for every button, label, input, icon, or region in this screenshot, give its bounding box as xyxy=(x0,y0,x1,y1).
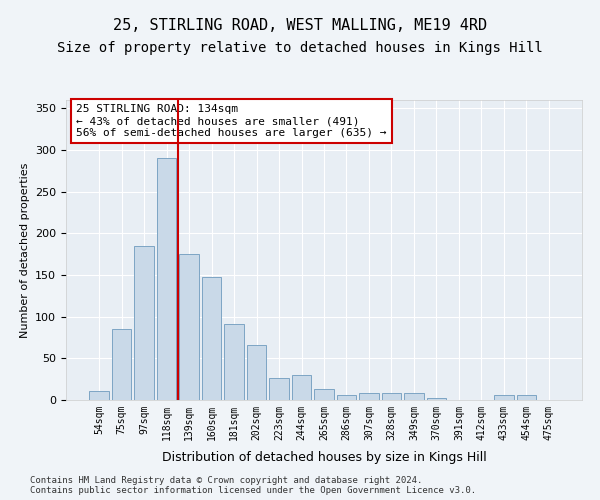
Bar xyxy=(89,391,109,400)
Bar xyxy=(404,392,424,400)
Bar xyxy=(202,276,221,400)
X-axis label: Distribution of detached houses by size in Kings Hill: Distribution of detached houses by size … xyxy=(161,451,487,464)
Bar xyxy=(517,395,536,400)
Bar xyxy=(292,375,311,400)
Bar xyxy=(269,378,289,400)
Bar xyxy=(382,394,401,400)
Y-axis label: Number of detached properties: Number of detached properties xyxy=(20,162,29,338)
Bar xyxy=(314,389,334,400)
Text: 25, STIRLING ROAD, WEST MALLING, ME19 4RD: 25, STIRLING ROAD, WEST MALLING, ME19 4R… xyxy=(113,18,487,32)
Bar xyxy=(247,345,266,400)
Bar xyxy=(134,246,154,400)
Bar xyxy=(157,158,176,400)
Text: Size of property relative to detached houses in Kings Hill: Size of property relative to detached ho… xyxy=(57,41,543,55)
Bar xyxy=(224,324,244,400)
Bar xyxy=(112,329,131,400)
Bar xyxy=(179,254,199,400)
Bar xyxy=(337,395,356,400)
Bar xyxy=(494,395,514,400)
Text: 25 STIRLING ROAD: 134sqm
← 43% of detached houses are smaller (491)
56% of semi-: 25 STIRLING ROAD: 134sqm ← 43% of detach… xyxy=(76,104,387,138)
Bar xyxy=(359,394,379,400)
Text: Contains HM Land Registry data © Crown copyright and database right 2024.
Contai: Contains HM Land Registry data © Crown c… xyxy=(30,476,476,495)
Bar xyxy=(427,398,446,400)
